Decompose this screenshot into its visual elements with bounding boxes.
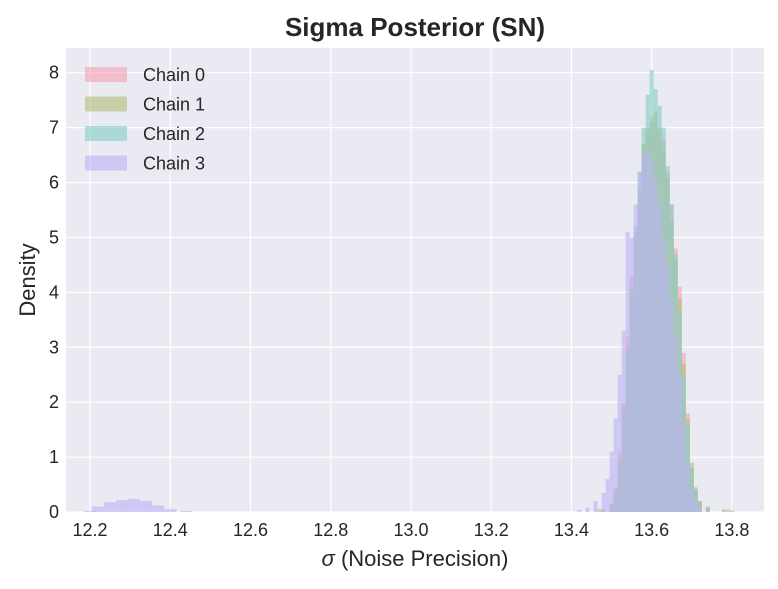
x-axis-label-text: (Noise Precision) — [335, 546, 509, 571]
histogram-bar — [613, 418, 618, 512]
histogram-bar — [637, 171, 642, 512]
histogram-bar — [689, 487, 694, 512]
histogram-bar — [585, 507, 590, 512]
histogram-bar — [180, 510, 193, 512]
histogram-bar — [665, 264, 670, 512]
histogram-bar — [164, 509, 177, 512]
histogram-bar — [669, 297, 674, 512]
y-tick-label: 4 — [49, 282, 59, 302]
legend-swatch — [85, 96, 127, 112]
histogram-bar — [609, 451, 614, 512]
chart-title: Sigma Posterior (SN) — [285, 12, 545, 42]
histogram-bar — [625, 231, 630, 512]
histogram-bar — [617, 374, 622, 512]
histogram-bar — [653, 182, 658, 513]
histogram-bar — [661, 237, 666, 512]
y-tick-label: 8 — [49, 63, 59, 83]
histogram-bar — [649, 160, 654, 512]
y-axis-title: Density — [15, 243, 40, 316]
y-tick-label: 5 — [49, 227, 59, 247]
histogram-bar — [601, 492, 606, 512]
legend-label: Chain 0 — [143, 65, 205, 85]
histogram-bar — [140, 501, 153, 512]
y-tick-label: 2 — [49, 392, 59, 412]
histogram-bar — [681, 424, 686, 512]
x-tick-label: 13.2 — [474, 520, 509, 540]
x-tick-label: 12.2 — [73, 520, 108, 540]
histogram-bar — [633, 204, 638, 512]
x-tick-label: 13.8 — [714, 520, 749, 540]
x-tick-label: 13.0 — [393, 520, 428, 540]
histogram-bar — [705, 510, 710, 512]
histogram-bar — [729, 510, 734, 512]
histogram-bar — [685, 462, 690, 512]
legend-label: Chain 3 — [143, 154, 205, 174]
series-3-bars — [84, 149, 710, 513]
y-tick-label: 7 — [49, 118, 59, 138]
x-axis-title: σ (Noise Precision) — [322, 546, 509, 571]
histogram-bar — [673, 336, 678, 512]
x-tick-label: 13.4 — [554, 520, 589, 540]
histogram-bar — [116, 499, 129, 512]
histogram-bar — [693, 501, 698, 512]
histogram-bar — [84, 510, 97, 512]
bars-layer — [84, 69, 734, 513]
x-tick-label: 12.6 — [233, 520, 268, 540]
histogram-bar — [597, 509, 602, 512]
histogram-bar — [721, 509, 726, 512]
y-tick-label: 3 — [49, 337, 59, 357]
legend-swatch — [85, 155, 127, 171]
histogram-bar — [657, 204, 662, 512]
x-axis-symbol: σ — [322, 546, 336, 571]
legend-swatch — [85, 67, 127, 82]
legend-label: Chain 1 — [143, 95, 205, 115]
histogram-bar — [641, 155, 646, 513]
histogram-bar — [629, 237, 634, 512]
histogram-bar — [621, 330, 626, 512]
y-tick-label: 1 — [49, 447, 59, 467]
legend-label: Chain 2 — [143, 124, 205, 144]
histogram-bar — [645, 149, 650, 512]
histogram-bar — [697, 507, 702, 512]
histogram-bar — [725, 509, 730, 512]
histogram-bar — [677, 374, 682, 512]
legend-swatch — [85, 126, 127, 141]
y-tick-label: 0 — [49, 502, 59, 522]
histogram-bar — [593, 501, 598, 512]
x-tick-label: 12.8 — [313, 520, 348, 540]
y-tick-label: 6 — [49, 173, 59, 193]
histogram-bar — [128, 498, 141, 512]
histogram-bar — [605, 479, 610, 512]
ticks-layer: 12.2 12.4 12.6 12.8 13.0 13.2 13.4 13.6 13.8 0 1 2 3… — [49, 63, 749, 540]
legend: Chain 0 Chain 1 Chain 2 Chain 3 — [85, 65, 205, 174]
x-tick-label: 12.4 — [153, 520, 188, 540]
x-tick-label: 13.6 — [634, 520, 669, 540]
histogram-bar — [92, 506, 105, 512]
histogram-bar — [577, 509, 582, 512]
histogram-bar — [152, 505, 165, 512]
histogram-bar — [104, 502, 117, 512]
